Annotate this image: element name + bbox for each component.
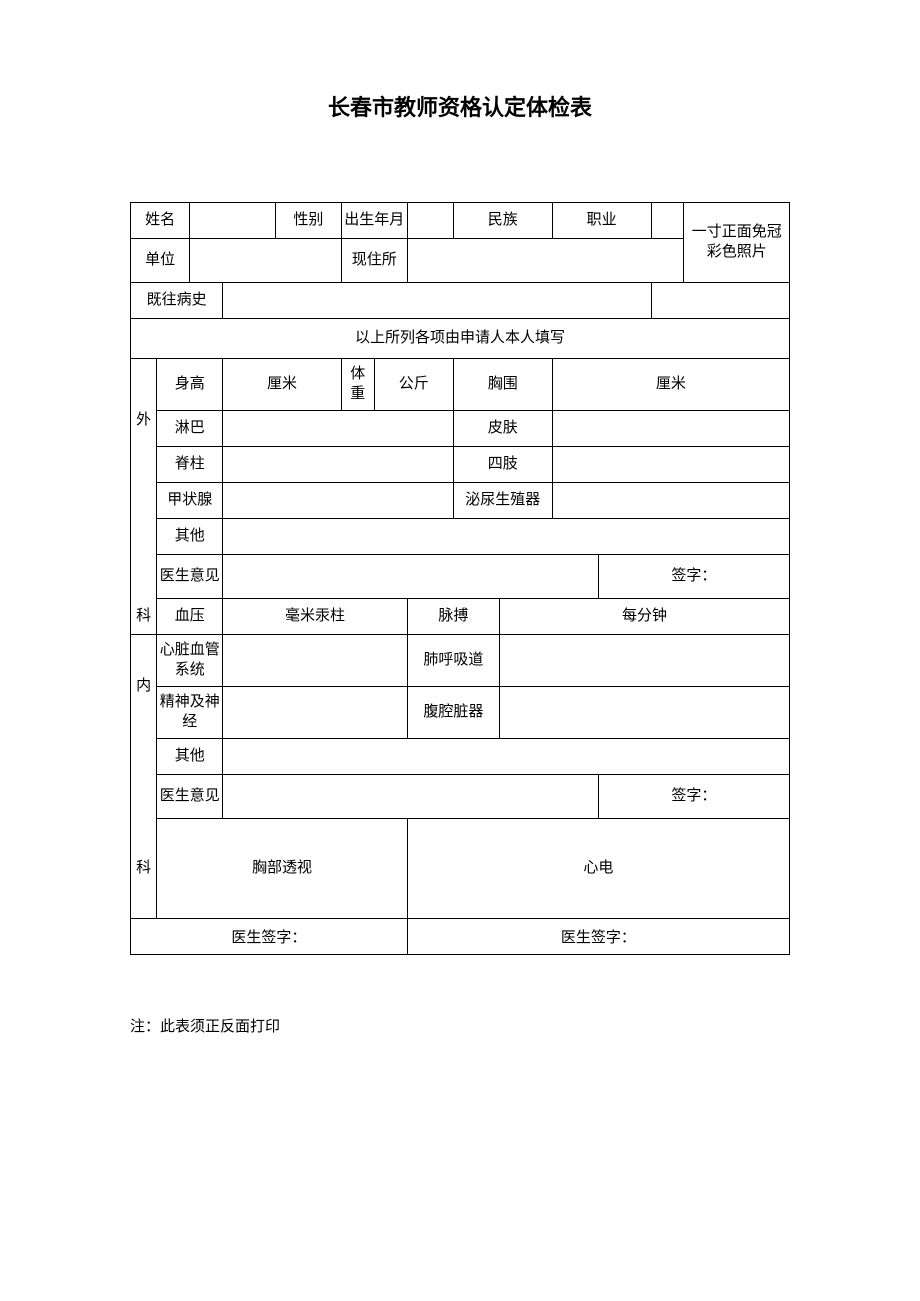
- nei-other-label: 其他: [157, 739, 223, 775]
- neuro-field[interactable]: [223, 687, 407, 739]
- photo-box: 一寸正面免冠彩色照片: [684, 203, 790, 283]
- address-field[interactable]: [407, 239, 684, 283]
- gender-label: 性别: [275, 203, 341, 239]
- unit-label: 单位: [131, 239, 190, 283]
- skin-field[interactable]: [552, 411, 789, 447]
- applicant-fill-note: 以上所列各项由申请人本人填写: [131, 319, 790, 359]
- history-label: 既往病史: [131, 283, 223, 319]
- chest-label: 胸围: [453, 359, 552, 411]
- nei-section-top: 内: [131, 635, 157, 739]
- ecg-label: 心电: [407, 819, 789, 919]
- neuro-label: 精神及神经: [157, 687, 223, 739]
- chest-xray-label: 胸部透视: [157, 819, 407, 919]
- limbs-label: 四肢: [453, 447, 552, 483]
- wai-section-top: 外: [131, 359, 157, 483]
- height-label: 身高: [157, 359, 223, 411]
- chest-field[interactable]: 厘米: [552, 359, 789, 411]
- bp-field[interactable]: 毫米汞柱: [223, 599, 407, 635]
- nei-section-bottom: 科: [131, 819, 157, 919]
- bp-label: 血压: [157, 599, 223, 635]
- spine-label: 脊柱: [157, 447, 223, 483]
- lymph-label: 淋巴: [157, 411, 223, 447]
- spine-field[interactable]: [223, 447, 454, 483]
- ecg-doctor-signature: 医生签字：: [407, 919, 789, 955]
- exam-form-table: 姓名 性别 出生年月 民族 职业 一寸正面免冠彩色照片 单位 现住所 既往病史 …: [130, 202, 790, 955]
- wai-opinion-field[interactable]: [223, 555, 599, 599]
- nei-signature-label: 签字：: [598, 775, 789, 819]
- wai-other-label: 其他: [157, 519, 223, 555]
- wai-other-field[interactable]: [223, 519, 790, 555]
- nei-opinion-field[interactable]: [223, 775, 599, 819]
- urogenital-label: 泌尿生殖器: [453, 483, 552, 519]
- urogenital-field[interactable]: [552, 483, 789, 519]
- abdomen-field[interactable]: [499, 687, 789, 739]
- weight-field[interactable]: 公斤: [374, 359, 453, 411]
- height-field[interactable]: 厘米: [223, 359, 342, 411]
- limbs-field[interactable]: [552, 447, 789, 483]
- wai-opinion-label: 医生意见: [157, 555, 223, 599]
- thyroid-label: 甲状腺: [157, 483, 223, 519]
- history-field-2[interactable]: [651, 283, 789, 319]
- occupation-label: 职业: [552, 203, 651, 239]
- abdomen-label: 腹腔脏器: [407, 687, 499, 739]
- name-label: 姓名: [131, 203, 190, 239]
- thyroid-field[interactable]: [223, 483, 454, 519]
- page-title: 长春市教师资格认定体检表: [130, 90, 790, 122]
- wai-signature-label: 签字：: [598, 555, 789, 599]
- nei-other-field[interactable]: [223, 739, 790, 775]
- respiratory-label: 肺呼吸道: [407, 635, 499, 687]
- occupation-field[interactable]: [651, 203, 684, 239]
- respiratory-field[interactable]: [499, 635, 789, 687]
- cardio-field[interactable]: [223, 635, 407, 687]
- dob-label: 出生年月: [341, 203, 407, 239]
- xray-doctor-signature: 医生签字：: [131, 919, 408, 955]
- skin-label: 皮肤: [453, 411, 552, 447]
- cardio-label: 心脏血管系统: [157, 635, 223, 687]
- pulse-label: 脉搏: [407, 599, 499, 635]
- dob-field[interactable]: [407, 203, 453, 239]
- address-label: 现住所: [341, 239, 407, 283]
- ethnicity-label: 民族: [453, 203, 552, 239]
- nei-opinion-label: 医生意见: [157, 775, 223, 819]
- name-field[interactable]: [190, 203, 276, 239]
- wai-section-bottom: 科: [131, 599, 157, 635]
- weight-label: 体重: [341, 359, 374, 411]
- unit-field[interactable]: [190, 239, 342, 283]
- pulse-field[interactable]: 每分钟: [499, 599, 789, 635]
- footer-note: 注：此表须正反面打印: [130, 1015, 790, 1036]
- lymph-field[interactable]: [223, 411, 454, 447]
- history-field[interactable]: [223, 283, 651, 319]
